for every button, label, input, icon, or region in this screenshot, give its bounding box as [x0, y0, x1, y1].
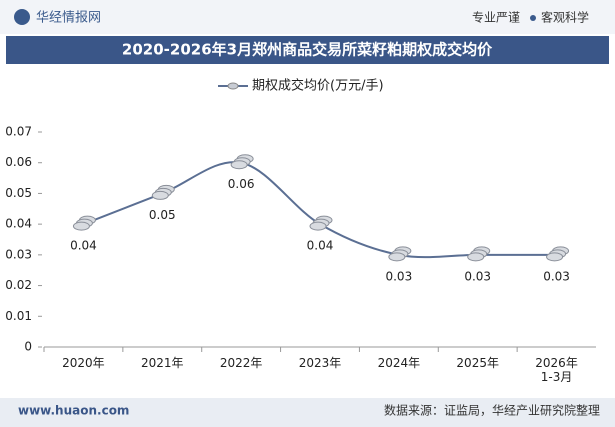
marker: [546, 246, 570, 262]
x-tick-label: 2022年: [219, 356, 263, 370]
website: www.huaon.com: [18, 404, 129, 418]
marker: [467, 246, 491, 262]
x-tick-label: 2020年: [62, 356, 105, 370]
coin: [467, 252, 485, 262]
x-tick-label: 2023年: [298, 356, 342, 370]
x-tick-label: 2026年 1-3月: [535, 356, 578, 384]
coin: [230, 160, 248, 170]
coin: [388, 252, 406, 262]
dot: [530, 15, 536, 21]
coin: [309, 221, 327, 231]
slogan: 客观科学: [541, 10, 589, 25]
x-tick-label: 2024年: [377, 356, 421, 370]
y-tick-label: 0.01: [5, 309, 32, 323]
marker: [309, 215, 333, 231]
data-label: 0.03: [464, 269, 491, 283]
y-tick-label: 0.02: [5, 278, 32, 292]
y-tick-label: 0.04: [5, 217, 32, 231]
data-label: 0.03: [543, 269, 570, 283]
marker: [388, 246, 412, 262]
marker: [151, 184, 175, 200]
brand: 华经情报网: [36, 11, 101, 26]
data-label: 0.03: [385, 269, 412, 283]
coin: [151, 190, 169, 200]
y-tick-label: 0.07: [5, 125, 32, 139]
footer-bar: [0, 398, 615, 427]
y-tick-label: 0.05: [5, 186, 32, 200]
x-tick-label: 2025年: [456, 356, 499, 370]
x-tick-label: 2021年: [141, 356, 184, 370]
data-label: 0.04: [70, 239, 97, 253]
legend-label: 期权成交均价(万元/手): [252, 78, 384, 94]
chart-title: 2020-2026年3月郑州商品交易所菜籽粕期权成交均价: [122, 41, 493, 59]
title-bar: [6, 36, 609, 64]
y-tick-label: 0.06: [5, 155, 32, 169]
legend-marker: [227, 82, 239, 90]
data-label: 0.04: [307, 239, 334, 253]
logo: [14, 9, 30, 25]
data-label: 0.05: [149, 208, 176, 222]
slogan: 专业严谨: [472, 10, 520, 25]
coin: [546, 252, 564, 262]
source: 数据来源：证监局，华经产业研究院整理: [384, 403, 600, 418]
data-label: 0.06: [228, 177, 255, 191]
y-tick-label: 0.03: [5, 247, 32, 261]
marker: [230, 154, 254, 170]
marker: [72, 215, 96, 231]
header-bar: [0, 0, 615, 34]
y-tick-label: 0: [24, 340, 32, 354]
coin: [72, 221, 90, 231]
